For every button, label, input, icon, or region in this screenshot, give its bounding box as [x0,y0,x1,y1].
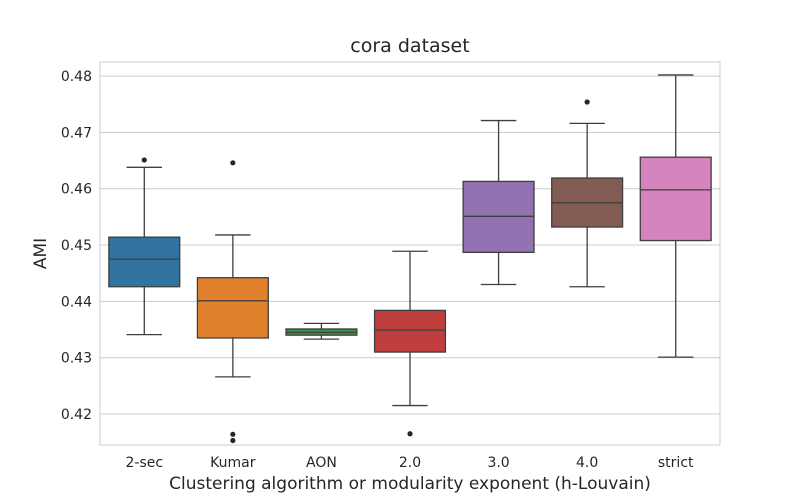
y-axis-title: AMI [31,238,51,269]
x-tick-label: 4.0 [576,455,598,471]
box-AON [285,322,358,340]
y-tick-label: 0.46 [61,182,92,198]
x-tick-label: 2.0 [399,455,421,471]
y-tick-label: 0.45 [61,238,92,254]
x-axis-title: Clustering algorithm or modularity expon… [169,474,651,494]
x-tick-label: strict [658,455,694,471]
box-iqr [639,156,712,242]
outlier-point [141,157,147,163]
box-iqr [196,277,269,339]
box-iqr [108,236,181,288]
outlier-point [407,431,413,437]
y-tick-label: 0.42 [61,407,92,423]
outlier-point [584,99,590,105]
y-tick-label: 0.47 [61,125,92,141]
box-strict [639,74,712,358]
grid-lines [100,75,720,415]
x-tick-label: 3.0 [487,455,509,471]
y-tick-label: 0.44 [61,294,92,310]
x-tick-label: AON [306,455,337,471]
y-tick-label: 0.48 [61,69,92,85]
y-tick-labels: 0.42 0.43 0.44 0.45 0.46 0.47 0.48 [61,69,92,423]
box-2-sec [108,157,181,336]
outlier-point [230,160,236,166]
x-tick-labels: 2-sec Kumar AON 2.0 3.0 4.0 strict [125,455,694,471]
y-tick-label: 0.43 [61,351,92,367]
box-2.0 [373,250,447,437]
box-4.0 [551,99,624,288]
outlier-point [230,431,236,437]
box-iqr [373,309,447,353]
box-Kumar [196,160,269,444]
outlier-point [230,437,236,444]
x-tick-label: Kumar [210,455,256,471]
chart-title: cora dataset [350,35,469,57]
box-3.0 [462,119,535,286]
box-plots [108,74,712,444]
x-tick-label: 2-sec [125,455,163,471]
